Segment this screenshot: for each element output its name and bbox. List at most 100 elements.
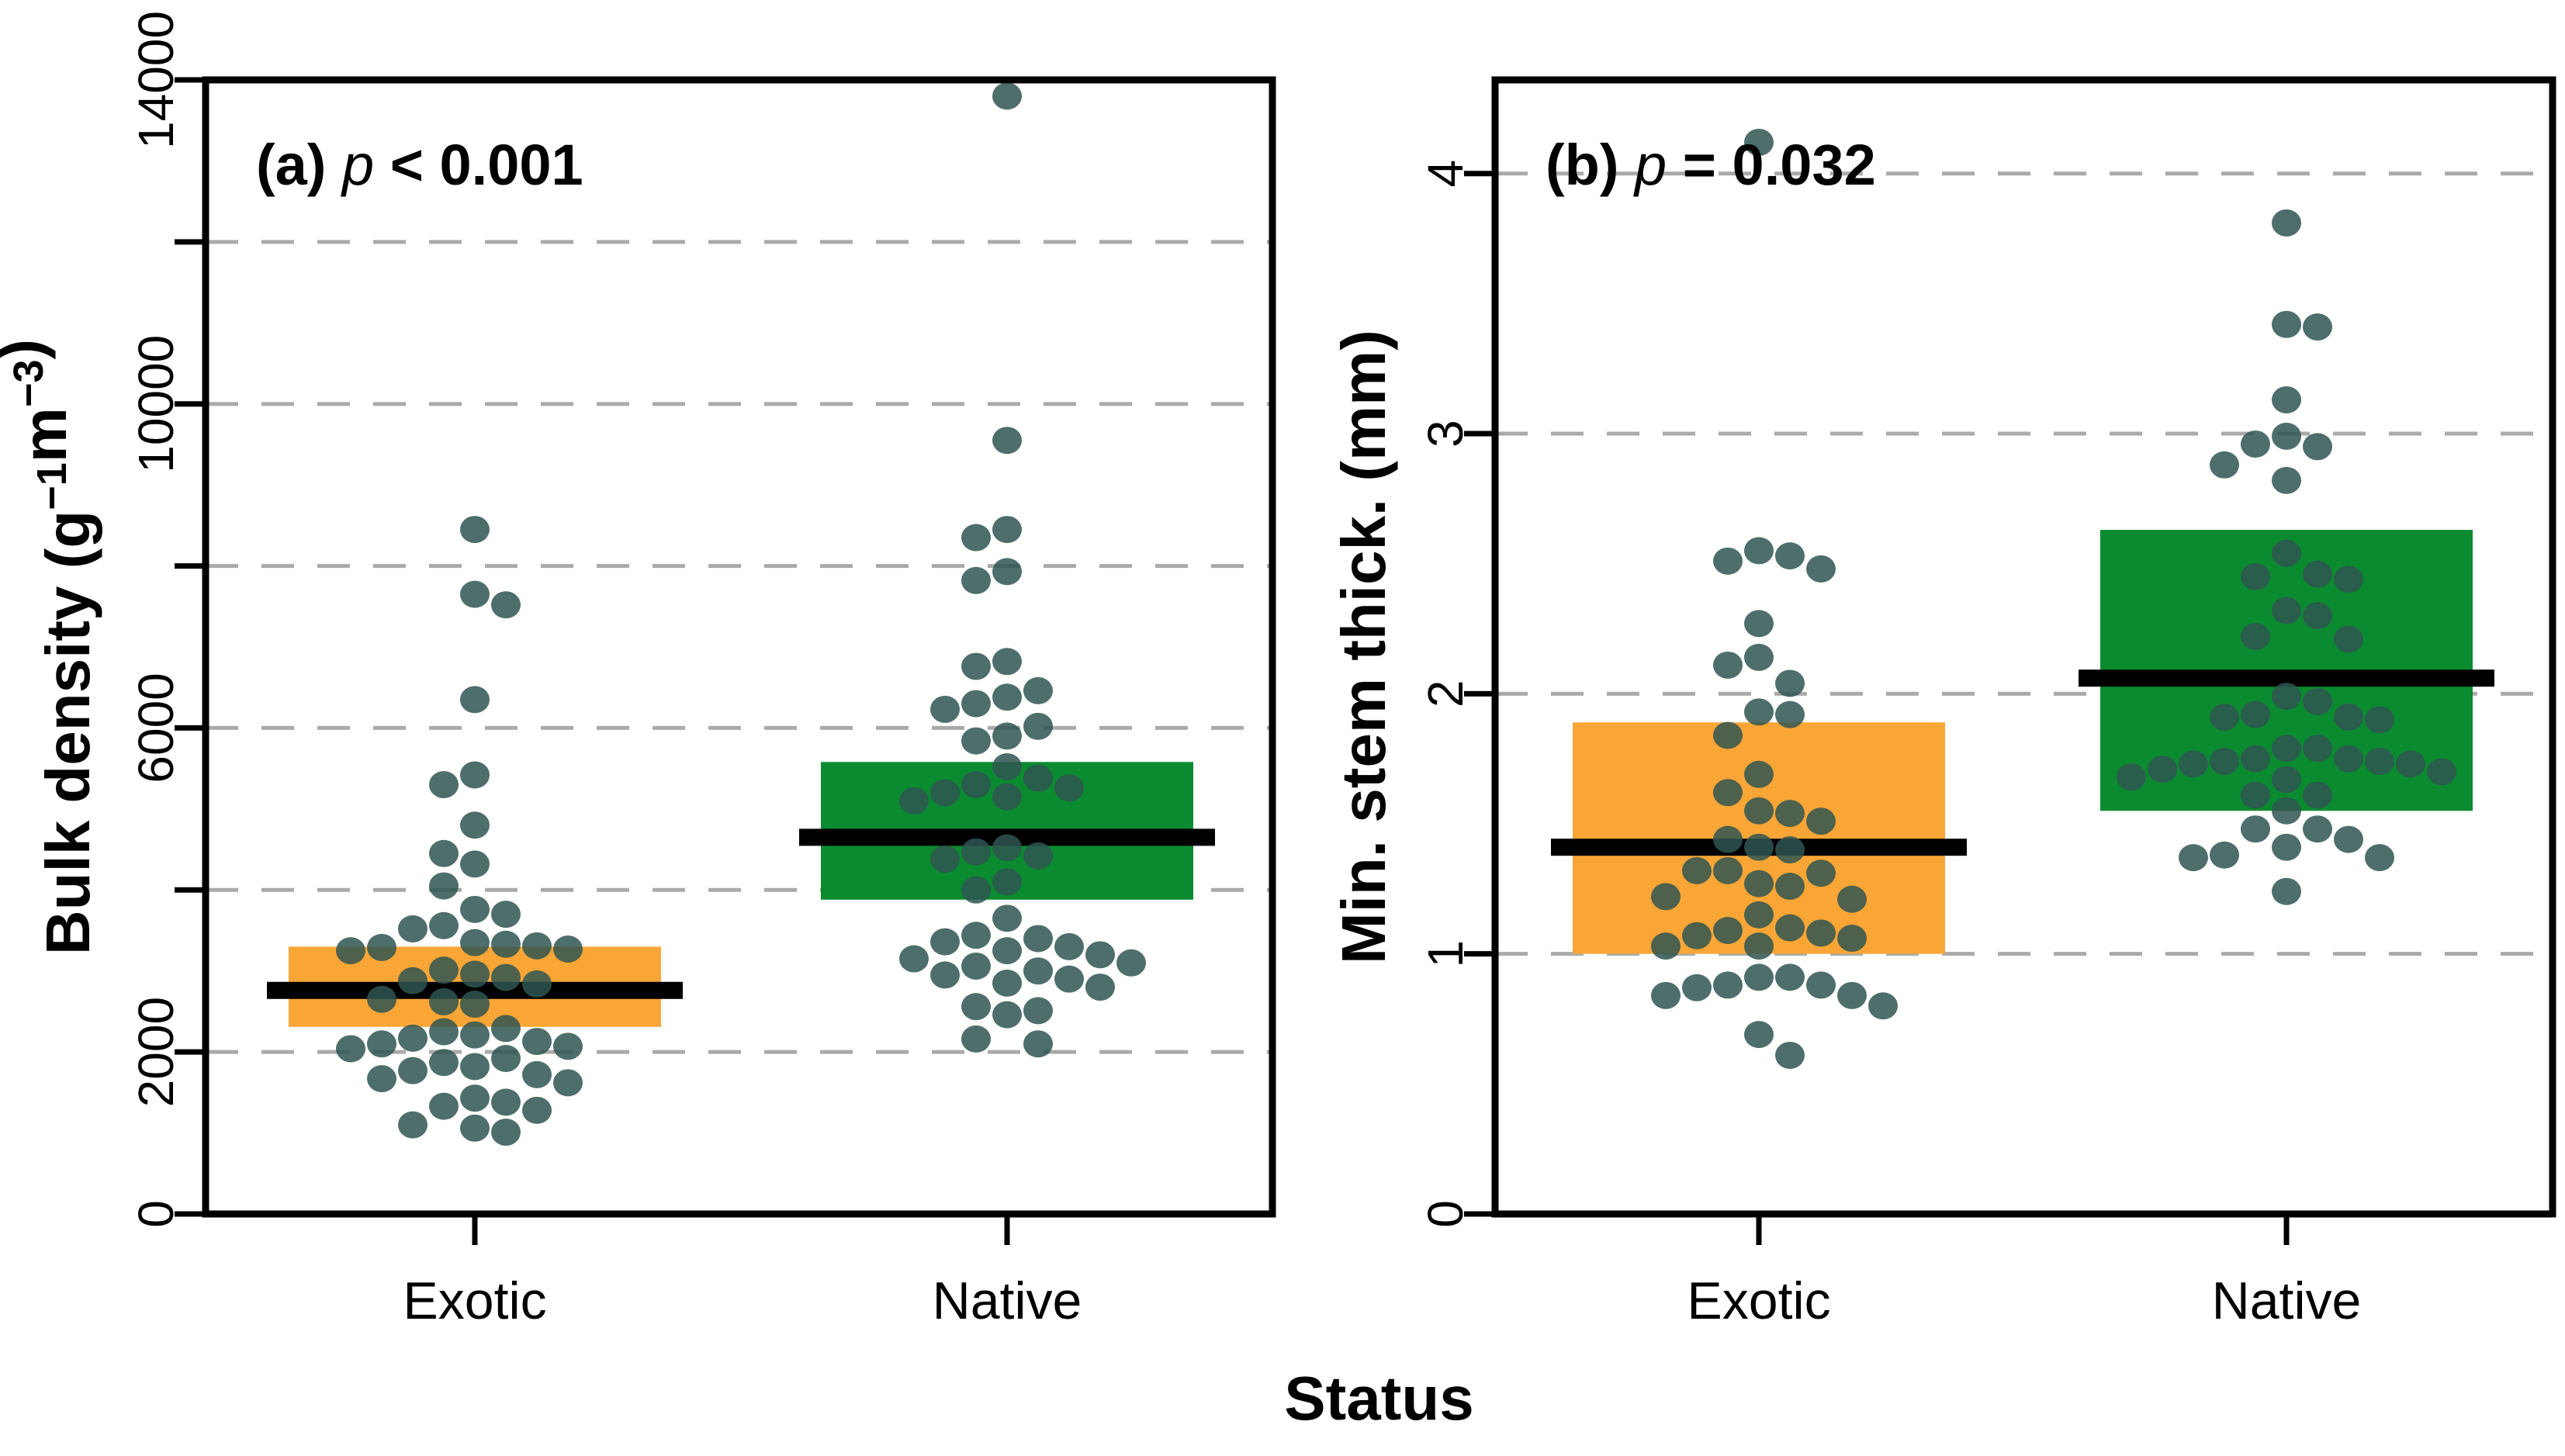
data-point	[2241, 815, 2270, 843]
data-point	[1744, 643, 1774, 671]
data-point	[2303, 313, 2332, 341]
y-axis-title: Bulk density (g−1m−3)	[0, 339, 102, 955]
data-point	[1806, 919, 1836, 947]
data-point	[2272, 539, 2301, 567]
data-point	[2272, 422, 2301, 450]
data-point	[1806, 808, 1836, 835]
y-tick-label: 6000	[128, 673, 184, 783]
data-point	[2303, 560, 2332, 588]
data-point	[992, 648, 1022, 676]
data-point	[460, 516, 490, 544]
data-point	[1744, 610, 1774, 638]
data-point	[1868, 992, 1898, 1020]
data-point	[2241, 430, 2270, 458]
median-line	[2079, 669, 2494, 687]
data-point	[460, 1084, 490, 1112]
data-point	[2272, 209, 2301, 237]
data-point	[491, 963, 521, 991]
data-point	[429, 1018, 459, 1046]
data-point	[1085, 941, 1115, 969]
data-point	[460, 686, 490, 714]
data-point	[1806, 555, 1836, 583]
data-point	[1651, 981, 1681, 1009]
y-tick-label: 0	[1418, 1200, 1473, 1228]
panel-a: 0 2000 6000 10000 14000 Exotic Native (a) p < 0…	[0, 11, 1276, 1330]
data-point	[2241, 562, 2270, 590]
data-point	[1837, 981, 1867, 1009]
data-point	[553, 1069, 583, 1097]
data-point	[2272, 386, 2301, 413]
data-point	[992, 683, 1022, 711]
data-point	[1837, 925, 1867, 953]
data-point	[2334, 565, 2363, 593]
data-point	[961, 652, 991, 680]
data-point	[429, 839, 459, 867]
data-point	[961, 690, 991, 718]
category-label: Native	[933, 1271, 1082, 1330]
data-point	[1713, 651, 1743, 679]
category-label: Exotic	[1687, 1271, 1830, 1330]
data-point	[2396, 750, 2425, 778]
data-point	[398, 1111, 428, 1139]
data-point	[1054, 932, 1084, 960]
data-point	[1744, 760, 1774, 788]
data-point	[2334, 625, 2363, 653]
data-point	[1806, 859, 1836, 887]
data-point	[460, 580, 490, 608]
data-point	[522, 1060, 552, 1088]
data-point	[2272, 833, 2301, 861]
data-point	[522, 932, 552, 960]
data-point	[336, 1035, 365, 1063]
data-point	[961, 876, 991, 904]
data-point	[1775, 1041, 1805, 1069]
data-point	[2210, 704, 2239, 731]
data-point	[899, 787, 929, 814]
data-point	[961, 922, 991, 949]
data-point	[367, 985, 396, 1013]
y-tick-label: 3	[1418, 420, 1473, 448]
data-point	[2272, 310, 2301, 338]
data-point	[992, 516, 1022, 544]
data-point	[2334, 704, 2363, 731]
data-point	[2365, 706, 2394, 734]
y-tick-label: 4	[1418, 160, 1473, 188]
data-point	[1744, 870, 1774, 897]
data-point	[2272, 683, 2301, 711]
data-point	[2210, 451, 2239, 479]
data-point	[1713, 547, 1743, 575]
data-point	[429, 771, 459, 799]
data-point	[460, 960, 490, 988]
data-point	[1775, 872, 1805, 900]
data-point	[2272, 466, 2301, 494]
data-point	[1023, 925, 1053, 953]
data-point	[992, 834, 1022, 862]
y-tick-label: 10000	[128, 335, 184, 473]
data-point	[460, 991, 490, 1019]
y-tick-label: 1	[1418, 940, 1473, 968]
y-tick-label: 2	[1418, 680, 1473, 708]
swarm-exotic	[336, 516, 583, 1146]
data-point	[2334, 825, 2363, 853]
data-point	[961, 727, 991, 755]
data-point	[1744, 1021, 1774, 1049]
data-point	[460, 1021, 490, 1049]
data-point	[992, 1001, 1022, 1029]
data-point	[1023, 957, 1053, 985]
data-point	[1744, 797, 1774, 825]
data-point	[336, 937, 365, 965]
data-point	[2334, 745, 2363, 773]
data-point	[429, 911, 459, 939]
data-point	[2303, 781, 2332, 809]
data-point	[1713, 721, 1743, 749]
data-point	[961, 838, 991, 866]
panel-title: (a) p < 0.001	[256, 133, 583, 197]
data-point	[1744, 963, 1774, 991]
data-point	[1651, 932, 1681, 960]
data-point	[460, 1053, 490, 1081]
data-point	[522, 1028, 552, 1056]
data-point	[1023, 764, 1053, 792]
panel-title: (b) p = 0.032	[1546, 133, 1876, 197]
x-axis-title: Status	[1284, 1364, 1474, 1433]
data-point	[992, 753, 1022, 781]
